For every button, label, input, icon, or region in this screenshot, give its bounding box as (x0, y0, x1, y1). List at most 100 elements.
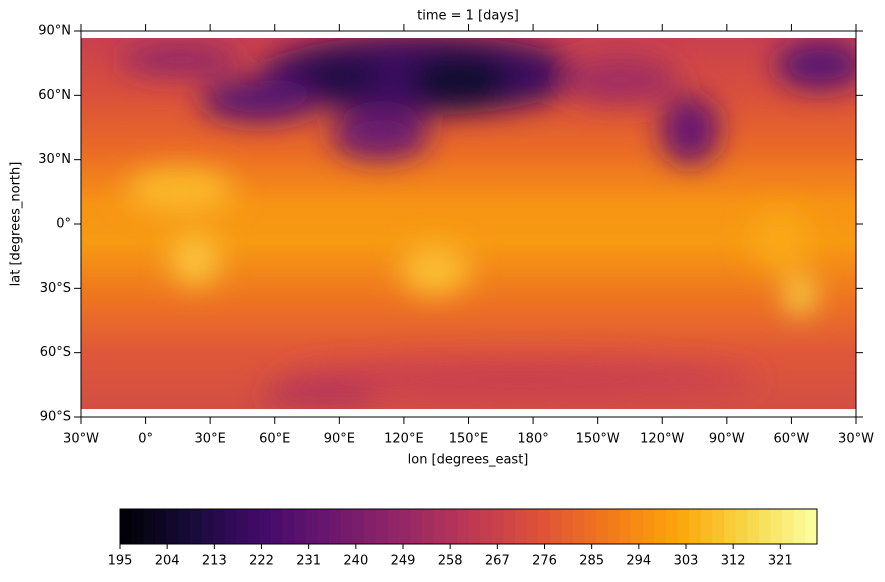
colorbar-tick-label: 240 (343, 554, 368, 569)
colorbar-level (131, 509, 144, 544)
y-tick-label: 60°S (40, 345, 71, 360)
x-tick-label: 30°W (838, 432, 874, 447)
x-tick-label: 90°E (324, 432, 355, 447)
colorbar-level (329, 509, 342, 544)
colorbar-level (271, 509, 284, 544)
colorbar-tick-label: 303 (674, 554, 699, 569)
colorbar-level (212, 509, 226, 544)
x-tick-label: 60°W (773, 432, 809, 447)
colorbar-level (642, 509, 655, 544)
colorbar-level (514, 509, 528, 544)
colorbar-level (363, 509, 377, 544)
colorbar-level (468, 509, 481, 544)
colorbar-level (398, 509, 411, 544)
colorbar-level (677, 509, 690, 544)
colorbar-level (294, 509, 307, 544)
colorbar-tick-label: 231 (296, 554, 321, 569)
colorbar-level (503, 509, 516, 544)
colorbar-level (352, 509, 365, 544)
colorbar-tick-label: 195 (108, 554, 133, 569)
map-field (81, 38, 856, 409)
colorbar-frame (119, 508, 818, 545)
colorbar-level (665, 509, 679, 544)
y-tick-label: 0° (56, 217, 71, 232)
y-tick-label: 90°N (38, 24, 71, 39)
colorbar-level (561, 509, 574, 544)
colorbar-level (747, 509, 760, 544)
x-tick-label: 30°W (63, 432, 99, 447)
colorbar-level (770, 509, 783, 544)
colorbar-tick-label: 276 (532, 554, 557, 569)
x-tick-label: 90°W (709, 432, 745, 447)
colorbar-level (793, 509, 806, 544)
colorbar-tick-label: 222 (249, 554, 274, 569)
x-tick-label: 150°E (449, 432, 489, 447)
colorbar-level (120, 509, 133, 544)
colorbar-level (584, 509, 597, 544)
colorbar-tick-label: 312 (721, 554, 746, 569)
colorbar-tick-label: 285 (579, 554, 604, 569)
colorbar-level (526, 509, 539, 544)
colorbar-level (433, 509, 446, 544)
colorbar-level (247, 509, 260, 544)
colorbar-level (340, 509, 353, 544)
y-tick-label: 30°N (38, 152, 71, 167)
colorbar-level (596, 509, 609, 544)
x-tick-label: 120°E (384, 432, 424, 447)
colorbar-level (689, 509, 702, 544)
colorbar-level (143, 509, 156, 544)
x-tick-label: 150°W (576, 432, 620, 447)
x-axis-label: lon [degrees_east] (408, 453, 529, 468)
colorbar-level (712, 509, 725, 544)
x-tick-label: 120°W (640, 432, 684, 447)
y-tick-label: 60°N (38, 88, 71, 103)
colorbar-level (445, 509, 458, 544)
colorbar-level (282, 509, 295, 544)
colorbar-level (573, 509, 586, 544)
colorbar-level (538, 509, 551, 544)
colorbar-level (758, 509, 772, 544)
colorbar-level (387, 509, 400, 544)
colorbar-level (224, 509, 237, 544)
colorbar-level (607, 509, 621, 544)
colorbar-tick-label: 258 (438, 554, 463, 569)
colorbar-level (654, 509, 667, 544)
y-tick-label: 90°S (40, 410, 71, 425)
colorbar-level (805, 509, 818, 544)
colorbar-level (410, 509, 423, 544)
colorbar-level (491, 509, 504, 544)
colorbar-tick-label: 267 (485, 554, 510, 569)
colorbar-tick-label: 204 (155, 554, 180, 569)
x-tick-label: 30°E (195, 432, 226, 447)
y-tick-label: 30°S (40, 281, 71, 296)
y-axis-label: lat [degrees_north] (9, 162, 24, 287)
colorbar-level (422, 509, 435, 544)
colorbar-level (236, 509, 249, 544)
colorbar-level (166, 509, 179, 544)
colorbar-level (480, 509, 493, 544)
colorbar-level (735, 509, 748, 544)
colorbar-level (259, 509, 272, 544)
colorbar-level (317, 509, 330, 544)
colorbar-level (724, 509, 737, 544)
colorbar-level (700, 509, 713, 544)
colorbar-tick-label: 321 (768, 554, 793, 569)
colorbar-level (631, 509, 644, 544)
colorbar-level (549, 509, 562, 544)
x-tick-label: 0° (138, 432, 153, 447)
x-tick-label: 60°E (259, 432, 290, 447)
colorbar-tick-label: 213 (202, 554, 227, 569)
x-tick-label: 180° (517, 432, 548, 447)
colorbar-level (178, 509, 191, 544)
chart-title: time = 1 [days] (417, 9, 519, 24)
colorbar-level (782, 509, 795, 544)
colorbar-level (154, 509, 167, 544)
colorbar-level (201, 509, 214, 544)
colorbar-level (456, 509, 469, 544)
colorbar-level (375, 509, 388, 544)
colorbar-tick-label: 249 (391, 554, 416, 569)
colorbar-level (619, 509, 632, 544)
colorbar-tick-label: 294 (626, 554, 651, 569)
colorbar-level (189, 509, 202, 544)
